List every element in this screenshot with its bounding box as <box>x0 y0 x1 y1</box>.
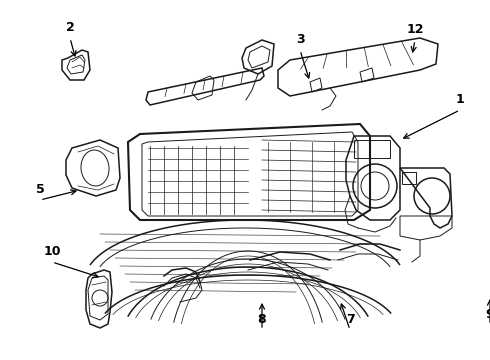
Text: 2: 2 <box>66 21 74 34</box>
Text: 8: 8 <box>258 313 266 326</box>
Text: 10: 10 <box>43 245 61 258</box>
Text: 12: 12 <box>406 23 424 36</box>
Text: 9: 9 <box>486 308 490 321</box>
Text: 1: 1 <box>456 93 465 106</box>
Text: 3: 3 <box>295 33 304 46</box>
Text: 7: 7 <box>345 313 354 326</box>
Text: 5: 5 <box>36 183 45 196</box>
